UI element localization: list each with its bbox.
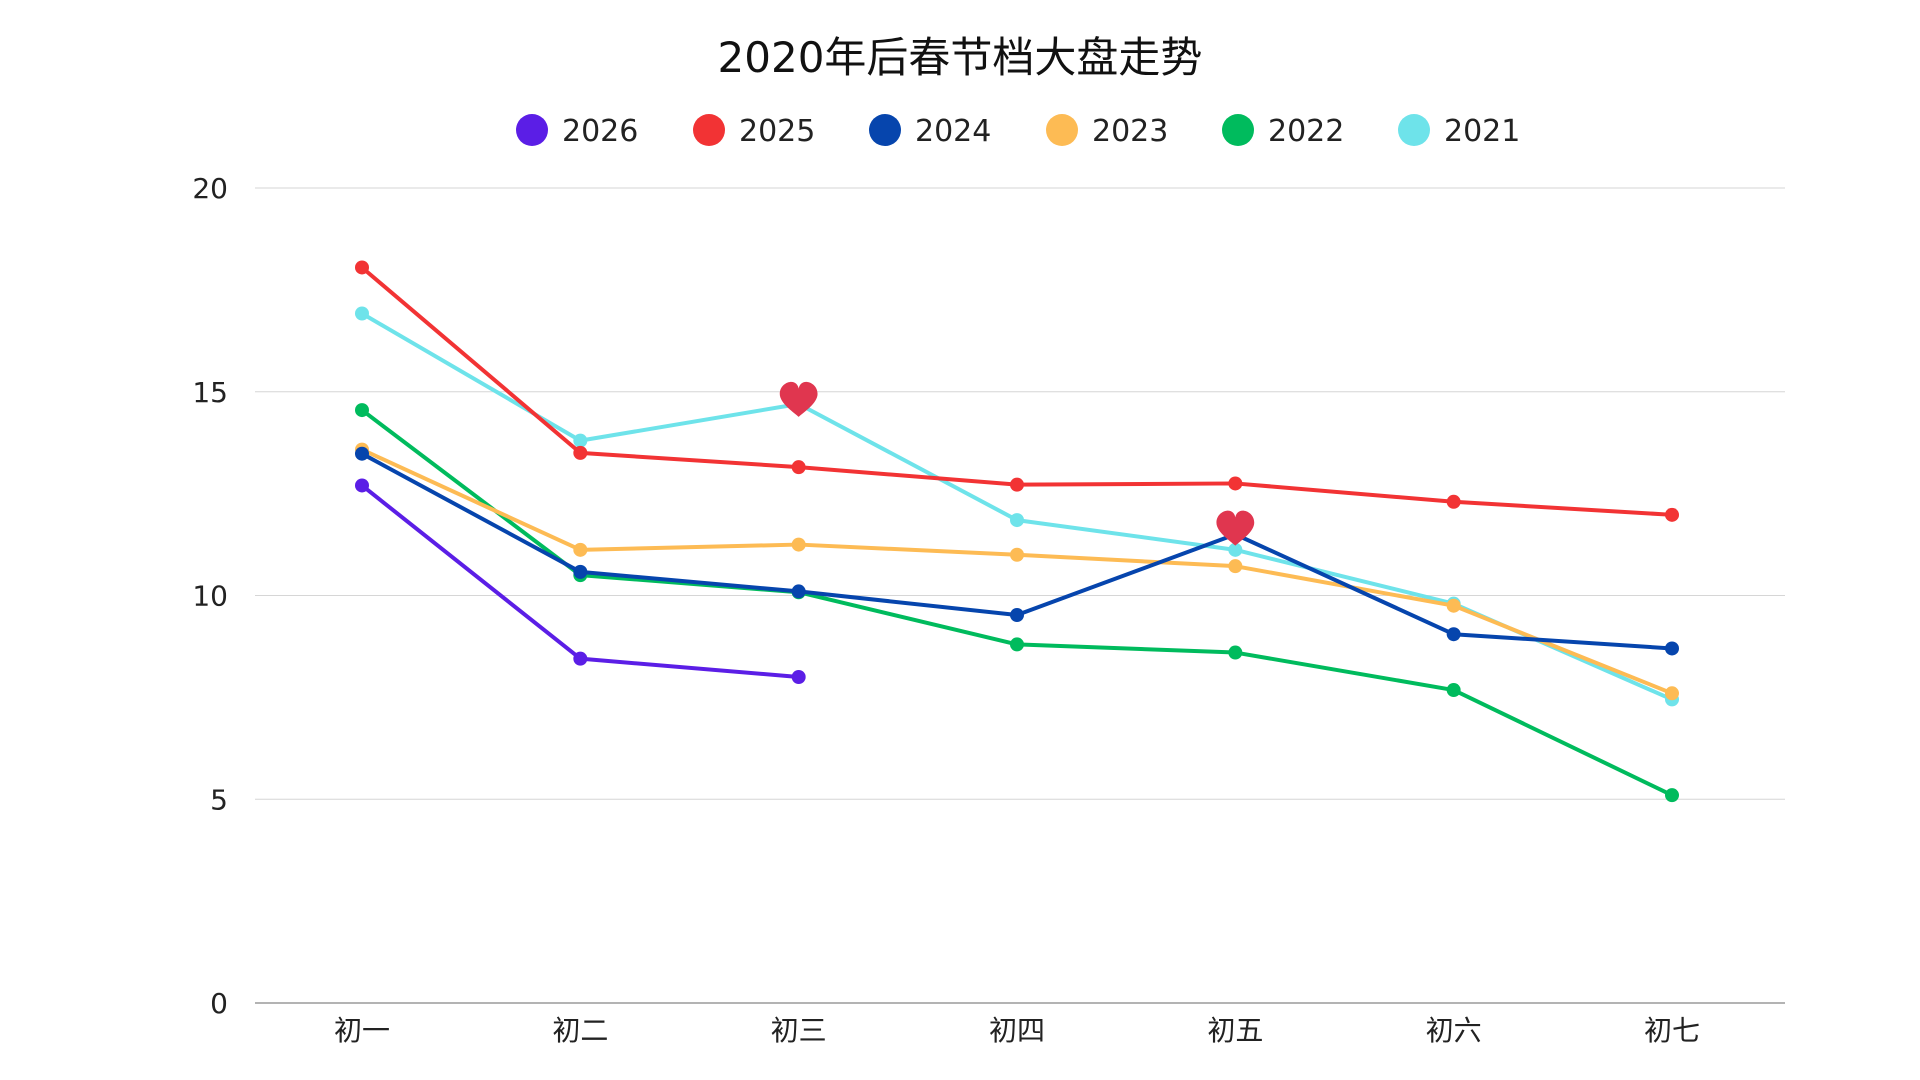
x-tick-label: 初五	[1207, 1014, 1263, 1047]
heart-icon	[1216, 510, 1255, 546]
axes: 0 5 10 15 20 初一 初二 初三 初四 初五 初六 初七	[192, 172, 1785, 1047]
x-tick-label: 初二	[552, 1014, 608, 1047]
x-tick-label: 初七	[1644, 1014, 1700, 1047]
data-point-2024[interactable]	[1010, 608, 1024, 623]
series-2025	[355, 260, 1679, 522]
data-point-2022[interactable]	[1665, 788, 1679, 803]
series-2023	[355, 442, 1679, 701]
heart-icon	[779, 381, 818, 417]
data-point-2023[interactable]	[1446, 598, 1461, 613]
legend-marker	[1398, 114, 1430, 146]
data-point-2023[interactable]	[1010, 547, 1024, 562]
series-2024	[355, 446, 1679, 656]
data-point-2026[interactable]	[355, 478, 369, 493]
series-2026	[355, 478, 806, 684]
legend-item-2026[interactable]: 2026	[516, 114, 638, 149]
legend-item-2023[interactable]: 2023	[1046, 114, 1168, 149]
data-point-2025[interactable]	[791, 460, 806, 475]
data-point-2022[interactable]	[1446, 683, 1461, 698]
legend-label: 2025	[739, 114, 815, 149]
data-point-2021[interactable]	[573, 433, 588, 448]
x-tick-label: 初四	[989, 1014, 1045, 1047]
data-point-2025[interactable]	[573, 445, 588, 460]
y-tick-label: 20	[192, 172, 228, 205]
legend-item-2024[interactable]: 2024	[869, 114, 991, 149]
legend-item-2021[interactable]: 2021	[1398, 114, 1520, 149]
legend-item-2025[interactable]: 2025	[693, 114, 815, 149]
legend-label: 2021	[1444, 114, 1520, 149]
legend-marker	[516, 114, 548, 146]
data-point-2021[interactable]	[1010, 513, 1024, 528]
y-tick-label: 0	[210, 987, 228, 1020]
data-point-2023[interactable]	[1665, 686, 1679, 701]
legend-marker	[869, 114, 901, 146]
legend-label: 2023	[1092, 114, 1168, 149]
data-point-2025[interactable]	[1010, 477, 1024, 492]
data-point-2024[interactable]	[573, 564, 588, 579]
annotations	[779, 381, 1255, 546]
data-point-2025[interactable]	[1446, 494, 1461, 509]
data-point-2024[interactable]	[1446, 627, 1461, 642]
data-point-2024[interactable]	[791, 584, 806, 599]
data-point-2022[interactable]	[1228, 645, 1243, 660]
data-point-2026[interactable]	[573, 651, 588, 666]
x-tick-label: 初六	[1426, 1014, 1482, 1047]
legend-marker	[1046, 114, 1078, 146]
y-tick-label: 10	[192, 580, 228, 613]
data-point-2022[interactable]	[355, 403, 369, 418]
data-point-2026[interactable]	[791, 670, 806, 684]
x-tick-label: 初一	[334, 1014, 390, 1047]
data-point-2025[interactable]	[1665, 507, 1679, 522]
data-point-2025[interactable]	[355, 260, 369, 275]
data-point-2023[interactable]	[1228, 559, 1243, 574]
x-tick-label: 初三	[771, 1014, 827, 1047]
legend-label: 2024	[915, 114, 991, 149]
data-point-2023[interactable]	[573, 542, 588, 557]
legend-label: 2022	[1268, 114, 1344, 149]
grid	[255, 187, 1785, 800]
data-point-2024[interactable]	[355, 446, 369, 461]
legend-label: 2026	[562, 114, 638, 149]
series-lines	[355, 260, 1679, 803]
data-point-2021[interactable]	[1228, 542, 1243, 557]
y-tick-label: 15	[192, 376, 228, 409]
data-point-2022[interactable]	[1010, 637, 1024, 652]
data-point-2024[interactable]	[1665, 641, 1679, 656]
chart-title: 2020年后春节档大盘走势	[718, 33, 1203, 82]
series-line-2022	[360, 408, 1674, 798]
data-point-2021[interactable]	[355, 306, 369, 321]
series-2022	[355, 403, 1679, 803]
y-tick-label: 5	[210, 783, 228, 816]
legend-item-2022[interactable]: 2022	[1222, 114, 1344, 149]
data-point-2025[interactable]	[1228, 476, 1243, 491]
legend[interactable]: 2026 2025 2024 2023 2022 2021	[516, 114, 1520, 149]
legend-marker	[693, 114, 725, 146]
data-point-2023[interactable]	[791, 537, 806, 552]
legend-marker	[1222, 114, 1254, 146]
